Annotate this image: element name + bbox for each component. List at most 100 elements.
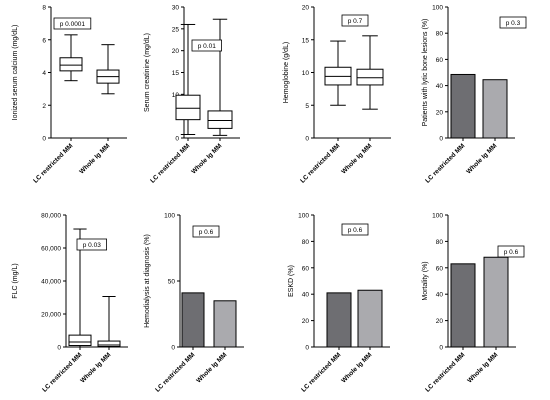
y-axis-title: Mortality (%) [422, 261, 429, 300]
y-tick-label: 10 [302, 70, 310, 77]
x-tick-label: LC restricted MM [149, 142, 191, 184]
bar [357, 289, 383, 348]
x-tick-label: Whole Ig MM [340, 351, 373, 384]
bar [482, 79, 508, 139]
y-tick-label: 40 [436, 83, 444, 90]
bar [181, 292, 205, 348]
y-tick-label: 20 [172, 48, 180, 55]
y-tick-label: 0 [439, 136, 443, 143]
box [97, 340, 121, 348]
y-tick-label: 100 [432, 5, 443, 12]
y-tick-label: 6 [42, 37, 46, 44]
p-value-label: p 0.6 [348, 227, 363, 234]
y-tick-label: 0 [171, 345, 175, 352]
bar [450, 73, 476, 139]
y-tick-label: 0 [305, 136, 309, 143]
y-tick-label: 60 [302, 265, 310, 272]
p-value-box [341, 14, 369, 27]
box [356, 68, 384, 86]
p-value-label: p 0.6 [504, 249, 519, 256]
x-tick-label: Whole Ig MM [340, 142, 373, 175]
x-tick-label: LC restricted MM [41, 351, 83, 393]
p-value-box [499, 16, 527, 29]
chart-panel-3: 0 5 10 15 20 Hemoglobine (g/dL) LC restricted … [283, 5, 391, 185]
x-tick-label: LC restricted MM [300, 351, 342, 393]
y-tick-label: 2 [42, 103, 46, 110]
bar [213, 300, 237, 348]
p-value-box [192, 225, 220, 238]
x-tick-label: LC restricted MM [154, 351, 196, 393]
chart-panel-5: 0 20,000 40,000 60,000 80,000 FLC (mg/L) LC re… [12, 213, 128, 394]
x-tick-label: Whole Ig MM [465, 142, 498, 175]
y-tick-label: 100 [432, 213, 443, 220]
y-tick-label: 5 [305, 103, 309, 110]
y-tick-label: 60 [436, 57, 444, 64]
y-axis-title: Patients with lytic bone lesions (%) [422, 19, 429, 127]
x-tick-label: LC restricted MM [424, 351, 466, 393]
x-tick-label: Whole Ig MM [79, 351, 112, 384]
y-tick-label: 0 [42, 136, 46, 143]
y-axis-title: Hemoglobine (g/dL) [283, 42, 290, 103]
y-axis-title: FLC (mg/L) [12, 263, 19, 298]
chart-panel-2: 051015202530Serum creatinine (mg/dL)LC r… [144, 5, 240, 185]
y-tick-label: 0 [57, 345, 61, 352]
y-axis-title: Ionized serum calcium (mg/dL) [12, 25, 19, 121]
y-tick-label: 25 [172, 26, 180, 33]
p-value-label: p 0.01 [198, 43, 216, 50]
y-tick-label: 0 [439, 345, 443, 352]
box [59, 57, 83, 72]
y-tick-label: 0 [175, 136, 179, 143]
p-value-label: p 0.6 [199, 229, 214, 236]
y-tick-label: 80,000 [41, 213, 61, 220]
y-axis-title: ESKD (%) [288, 265, 295, 297]
y-tick-label: 80 [302, 239, 310, 246]
p-value-box [53, 17, 92, 30]
y-axis-title: Serum creatinine (mg/dL) [144, 33, 151, 112]
y-tick-label: 40 [302, 292, 310, 299]
y-tick-label: 15 [172, 70, 180, 77]
bar [450, 263, 476, 348]
chart-panel-8: 0 20 40 60 80 100 Mortality (%) LC restricted M… [422, 213, 525, 394]
bar [483, 256, 509, 348]
p-value-box [497, 245, 525, 258]
x-tick-label: Whole Ig MM [195, 351, 228, 384]
y-tick-label: 4 [42, 70, 46, 77]
x-tick-label: Whole Ig MM [190, 142, 223, 175]
y-tick-label: 20 [436, 109, 444, 116]
y-tick-label: 30 [172, 5, 180, 12]
y-tick-label: 0 [305, 345, 309, 352]
bar [326, 292, 352, 348]
box [207, 110, 233, 129]
y-tick-label: 20,000 [41, 312, 61, 319]
box [68, 334, 92, 347]
y-tick-label: 20 [302, 318, 310, 325]
y-tick-label: 20 [436, 318, 444, 325]
y-tick-label: 20 [302, 5, 310, 12]
chart-panel-7: 0 20 40 60 80 100 ESKD (%) LC restricted MMWhol… [288, 213, 390, 394]
y-axis-title: Hemodialysis at diagnosis (%) [144, 234, 151, 328]
p-value-label: p 0.03 [83, 242, 101, 249]
y-tick-label: 60 [436, 265, 444, 272]
x-tick-label: LC restricted MM [424, 142, 466, 184]
p-value-box [341, 223, 369, 236]
y-tick-label: 40 [436, 292, 444, 299]
y-tick-label: 100 [164, 213, 175, 220]
y-tick-label: 50 [168, 279, 176, 286]
x-tick-label: Whole Ig MM [78, 142, 111, 175]
y-tick-label: 60,000 [41, 246, 61, 253]
y-tick-label: 80 [436, 239, 444, 246]
x-tick-label: LC restricted MM [299, 142, 341, 184]
p-value-label: p 0.7 [348, 18, 363, 25]
y-tick-label: 8 [42, 5, 46, 12]
x-tick-label: Whole Ig MM [466, 351, 499, 384]
box [175, 94, 201, 121]
y-tick-label: 15 [302, 37, 310, 44]
p-value-box [76, 238, 108, 251]
x-tick-label: LC restricted MM [32, 142, 74, 184]
chart-panel-6: 0 50 100 Hemodialysis at diagnosis (%) LC re… [144, 213, 244, 394]
y-tick-label: 80 [436, 31, 444, 38]
p-value-label: p 0.0001 [60, 21, 86, 28]
p-value-box [191, 39, 223, 52]
